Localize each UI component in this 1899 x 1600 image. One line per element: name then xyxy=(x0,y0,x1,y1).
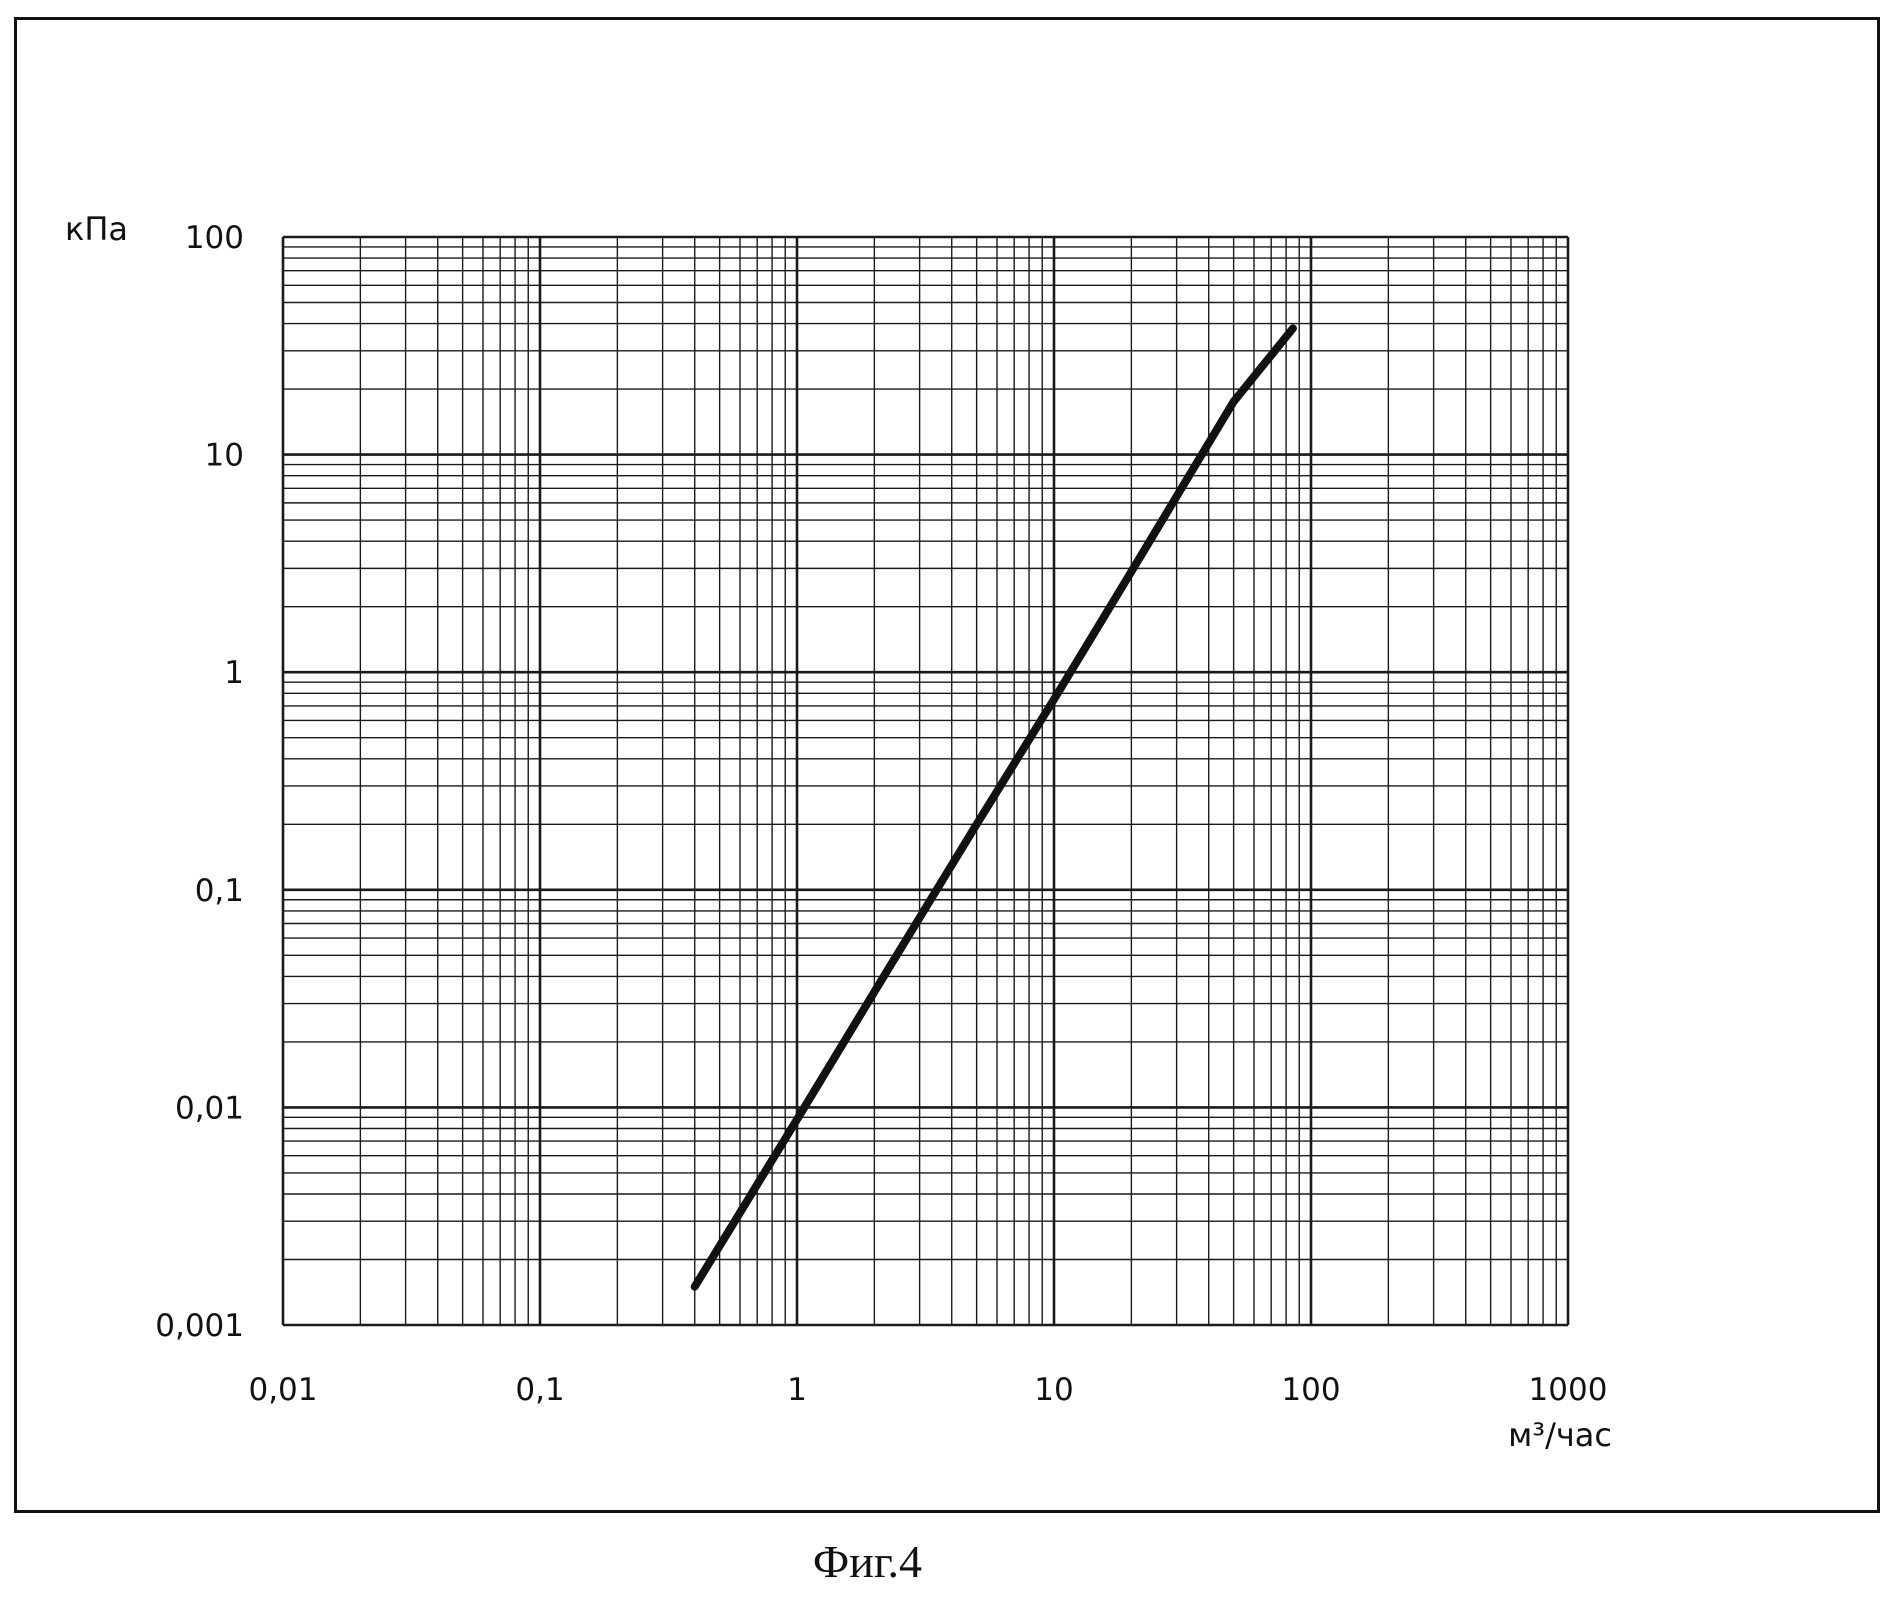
grid-major xyxy=(283,237,1568,1325)
x-tick-labels: 0,01 0,1 1 10 100 1000 xyxy=(248,1372,1607,1408)
y-tick-label: 0,1 xyxy=(195,873,244,909)
y-tick-label: 100 xyxy=(185,220,244,256)
x-tick-label: 1 xyxy=(787,1372,807,1408)
x-tick-label: 0,1 xyxy=(515,1372,564,1408)
x-tick-label: 10 xyxy=(1034,1372,1073,1408)
x-tick-label: 1000 xyxy=(1529,1372,1608,1408)
y-tick-label: 0,001 xyxy=(155,1308,244,1344)
y-tick-label: 1 xyxy=(224,655,244,691)
series-layer xyxy=(695,328,1293,1286)
grid-minor xyxy=(283,237,1568,1325)
y-axis-unit: кПа xyxy=(65,210,128,248)
x-axis-unit: м³/час xyxy=(1508,1416,1612,1454)
figure-caption: Фиг.4 xyxy=(0,1535,1735,1588)
y-tick-label: 10 xyxy=(205,438,244,474)
series-line xyxy=(695,328,1293,1286)
x-tick-label: 0,01 xyxy=(248,1372,317,1408)
y-tick-label: 0,01 xyxy=(175,1090,244,1126)
y-tick-labels: 0,001 0,01 0,1 1 10 100 xyxy=(155,220,244,1344)
x-tick-label: 100 xyxy=(1281,1372,1340,1408)
